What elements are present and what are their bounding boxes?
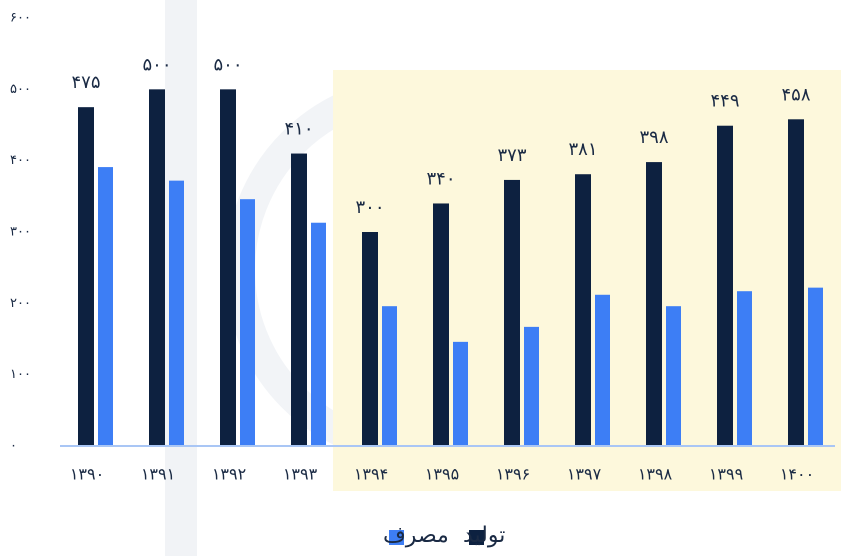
bar bbox=[98, 167, 113, 446]
legend-label: تولید bbox=[463, 523, 505, 548]
bar bbox=[382, 306, 397, 446]
y-tick-label: ۴۰۰ bbox=[10, 153, 31, 168]
bar bbox=[717, 125, 733, 447]
y-tick-label: ۲۰۰ bbox=[10, 296, 31, 311]
data-label: ۵۰۰ bbox=[142, 54, 171, 75]
data-label: ۴۱۰ bbox=[284, 119, 313, 140]
x-tick-label: ۱۳۹۰ bbox=[70, 465, 104, 484]
data-label: ۳۴۰ bbox=[426, 168, 455, 189]
x-tick-label: ۱۳۹۵ bbox=[425, 465, 459, 484]
data-label: ۵۰۰ bbox=[213, 54, 242, 75]
x-tick-label: ۱۴۰۰ bbox=[780, 465, 814, 484]
x-tick-label: ۱۳۹۱ bbox=[141, 465, 175, 484]
bar bbox=[169, 180, 184, 446]
data-label: ۳۹۸ bbox=[639, 127, 668, 148]
x-tick-label: ۱۳۹۶ bbox=[496, 465, 530, 484]
bar bbox=[575, 174, 591, 446]
x-tick-label: ۱۳۹۹ bbox=[709, 465, 743, 484]
bar bbox=[291, 153, 307, 447]
y-tick-label: ۰ bbox=[10, 439, 17, 454]
bar bbox=[788, 119, 804, 446]
data-label: ۴۵۸ bbox=[781, 84, 810, 105]
data-label: ۳۸۱ bbox=[568, 139, 597, 160]
bar bbox=[220, 89, 236, 446]
bar bbox=[78, 107, 94, 447]
bar bbox=[808, 287, 823, 446]
data-label: ۴۴۹ bbox=[710, 91, 739, 112]
legend-swatch bbox=[469, 530, 484, 545]
x-tick-label: ۱۳۹۴ bbox=[354, 465, 388, 484]
legend-label: مصرف bbox=[383, 523, 449, 548]
bar bbox=[737, 291, 752, 446]
y-tick-label: ۵۰۰ bbox=[10, 82, 31, 97]
bar bbox=[311, 222, 326, 446]
y-tick-label: ۳۰۰ bbox=[10, 225, 31, 240]
data-label: ۳۰۰ bbox=[355, 197, 384, 218]
bar bbox=[453, 341, 468, 446]
bar bbox=[433, 203, 449, 446]
x-tick-label: ۱۳۹۳ bbox=[283, 465, 318, 484]
bar bbox=[595, 294, 610, 446]
x-tick-label: ۱۳۹۲ bbox=[212, 465, 246, 484]
bar bbox=[362, 232, 378, 446]
y-tick-label: ۶۰۰ bbox=[10, 11, 31, 26]
x-tick-label: ۱۳۹۸ bbox=[638, 465, 673, 484]
data-label: ۴۷۵ bbox=[71, 72, 100, 93]
x-tick-label: ۱۳۹۷ bbox=[567, 465, 602, 484]
y-tick-label: ۱۰۰ bbox=[10, 367, 31, 382]
bar bbox=[524, 326, 539, 446]
legend-swatch bbox=[389, 530, 404, 545]
data-label: ۳۷۳ bbox=[497, 145, 526, 166]
bar bbox=[149, 89, 165, 446]
bar bbox=[504, 179, 520, 446]
bar bbox=[240, 199, 255, 446]
bar bbox=[666, 306, 681, 446]
bar bbox=[646, 162, 662, 447]
